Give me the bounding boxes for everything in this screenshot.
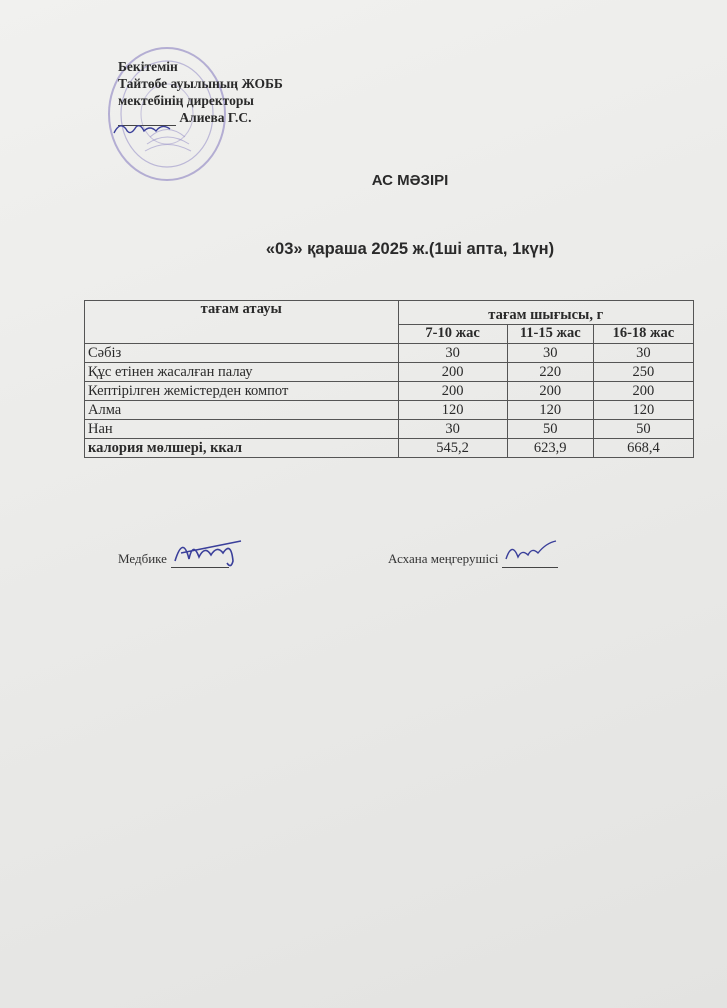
canteen-manager-label: Асхана меңгерушісі: [388, 551, 499, 566]
approval-line-3: мектебінің директоры: [118, 93, 254, 108]
portion-value: 200: [397, 362, 508, 382]
nurse-signature: [170, 540, 242, 568]
calorie-value: 545,2: [397, 438, 508, 458]
portion-value: 200: [592, 381, 695, 401]
column-header-age: 7-10 жас: [397, 323, 508, 345]
approval-line-1: Бекітемін: [118, 59, 178, 74]
dish-name: Алма: [84, 400, 399, 420]
dish-name: Нан: [84, 419, 399, 439]
portion-value: 200: [506, 381, 594, 401]
page-title: АС МӘЗІРІ: [371, 172, 449, 189]
table-row: Нан 30 50 50: [84, 419, 695, 439]
column-header-age: 11-15 жас: [506, 323, 594, 345]
total-label: калория мөлшері, ккал: [84, 438, 399, 458]
total-row: калория мөлшері, ккал 545,2 623,9 668,4: [84, 438, 695, 458]
portion-value: 220: [506, 362, 594, 382]
nurse-signature-block: Медбике: [118, 540, 242, 568]
calorie-value: 623,9: [506, 438, 594, 458]
approval-line-2: Тайтөбе ауылының ЖОББ: [118, 76, 283, 91]
canteen-signature: [502, 540, 559, 568]
column-header-output: тағам шығысы, г: [397, 300, 694, 325]
column-header-name: тағам атауы: [84, 300, 399, 344]
director-signature: [113, 124, 176, 134]
signature-icon: [505, 540, 557, 560]
signature-icon: [113, 124, 171, 134]
table-row: Кептірілген жемістерден компот 200 200 200: [84, 381, 695, 401]
portion-value: 120: [397, 400, 508, 420]
canteen-signature-block: Асхана меңгерушісі: [388, 540, 559, 568]
dish-name: Сәбіз: [84, 343, 399, 363]
signature-icon: [174, 540, 242, 567]
portion-value: 30: [397, 419, 508, 439]
portion-value: 30: [397, 343, 508, 363]
portion-value: 120: [506, 400, 594, 420]
portion-value: 30: [506, 343, 594, 363]
portion-value: 30: [592, 343, 695, 363]
portion-value: 120: [592, 400, 695, 420]
portion-value: 250: [592, 362, 695, 382]
date-line: «03» қараша 2025 ж.(1ші апта, 1күн): [265, 240, 555, 258]
school-stamp: [108, 47, 226, 181]
table-row: Құс етінен жасалған палау 200 220 250: [84, 362, 695, 382]
director-name: Алиева Г.С.: [179, 110, 252, 125]
menu-table: тағам атауы тағам шығысы, г 7-10 жас 11-…: [84, 300, 695, 458]
portion-value: 50: [592, 419, 695, 439]
calorie-value: 668,4: [592, 438, 695, 458]
table-row: Алма 120 120 120: [84, 400, 695, 420]
dish-name: Кептірілген жемістерден компот: [84, 381, 399, 401]
approval-block: Бекітемін Тайтөбе ауылының ЖОББ мектебін…: [113, 58, 283, 134]
table-row: Сәбіз 30 30 30: [84, 343, 695, 363]
director-signature-line: Алиева Г.С.: [113, 109, 283, 134]
table-header-row: тағам атауы тағам шығысы, г: [84, 300, 694, 344]
nurse-label: Медбике: [118, 551, 167, 566]
portion-value: 200: [397, 381, 508, 401]
column-header-age: 16-18 жас: [592, 323, 695, 345]
table-age-row: 7-10 жас 11-15 жас 16-18 жас: [85, 323, 695, 345]
dish-name: Құс етінен жасалған палау: [84, 362, 399, 382]
portion-value: 50: [506, 419, 594, 439]
